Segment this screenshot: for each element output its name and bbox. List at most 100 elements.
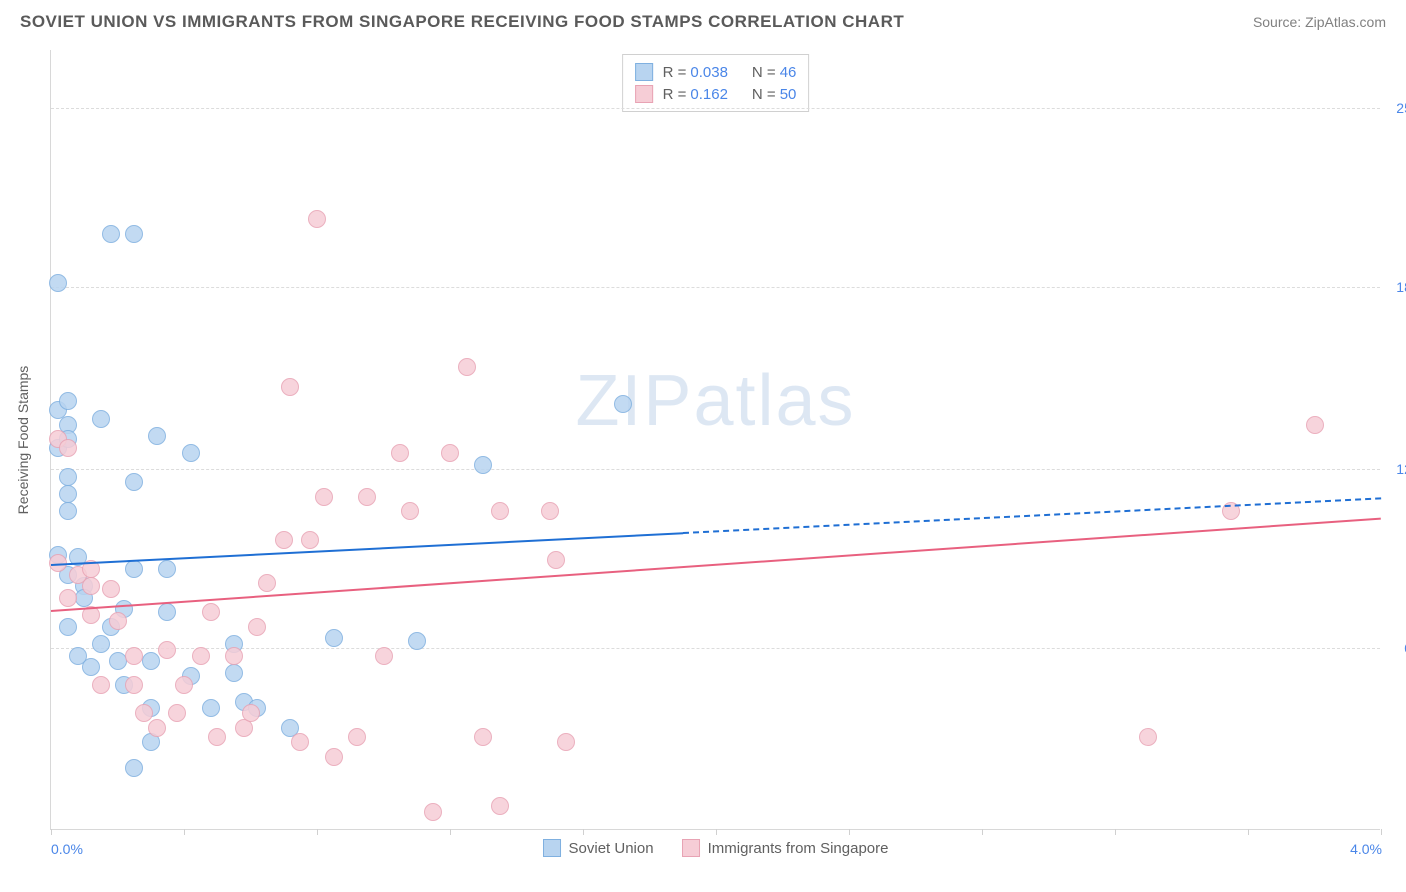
data-point (59, 589, 77, 607)
data-point (248, 618, 266, 636)
data-point (202, 603, 220, 621)
data-point (1139, 728, 1157, 746)
data-point (125, 473, 143, 491)
gridline (51, 108, 1380, 109)
data-point (102, 225, 120, 243)
data-point (614, 395, 632, 413)
data-point (491, 502, 509, 520)
data-point (225, 647, 243, 665)
x-tick (1381, 829, 1382, 835)
gridline (51, 469, 1380, 470)
x-tick (450, 829, 451, 835)
data-point (375, 647, 393, 665)
legend-series-label: Immigrants from Singapore (708, 840, 889, 857)
x-tick (716, 829, 717, 835)
scatter-plot: Receiving Food Stamps ZIPatlas R =0.038N… (50, 50, 1380, 830)
legend-r-label: R =0.162 (663, 86, 728, 103)
data-point (308, 210, 326, 228)
data-point (92, 410, 110, 428)
data-point (59, 485, 77, 503)
data-point (301, 531, 319, 549)
data-point (135, 704, 153, 722)
data-point (401, 502, 419, 520)
trend-line (51, 532, 683, 566)
legend-stat-row: R =0.038 N =46 (635, 61, 797, 83)
x-axis-max-label: 4.0% (1350, 841, 1382, 857)
x-tick (1115, 829, 1116, 835)
x-tick (51, 829, 52, 835)
data-point (391, 444, 409, 462)
data-point (491, 797, 509, 815)
watermark-thin: atlas (693, 361, 855, 441)
legend-series-label: Soviet Union (569, 840, 654, 857)
data-point (557, 733, 575, 751)
data-point (192, 647, 210, 665)
gridline (51, 287, 1380, 288)
data-point (275, 531, 293, 549)
data-point (202, 699, 220, 717)
legend-n-value: 46 (776, 64, 797, 81)
data-point (291, 733, 309, 751)
data-point (92, 635, 110, 653)
data-point (441, 444, 459, 462)
header: SOVIET UNION VS IMMIGRANTS FROM SINGAPOR… (0, 0, 1406, 40)
data-point (59, 439, 77, 457)
data-point (424, 803, 442, 821)
data-point (547, 551, 565, 569)
data-point (325, 748, 343, 766)
data-point (148, 719, 166, 737)
source-label: Source: ZipAtlas.com (1253, 14, 1386, 30)
data-point (158, 603, 176, 621)
data-point (49, 274, 67, 292)
legend-r-value: 0.162 (686, 86, 728, 103)
legend-series-item: Soviet Union (543, 839, 654, 857)
data-point (175, 676, 193, 694)
data-point (242, 704, 260, 722)
legend-swatch (635, 63, 653, 81)
data-point (208, 728, 226, 746)
data-point (102, 580, 120, 598)
x-tick (982, 829, 983, 835)
data-point (225, 664, 243, 682)
data-point (315, 488, 333, 506)
data-point (109, 652, 127, 670)
data-point (458, 358, 476, 376)
legend-n-label: N =50 (752, 86, 796, 103)
data-point (325, 629, 343, 647)
legend-swatch (635, 85, 653, 103)
x-axis-min-label: 0.0% (51, 841, 83, 857)
x-tick (317, 829, 318, 835)
x-tick (583, 829, 584, 835)
legend-swatch (682, 839, 700, 857)
data-point (148, 427, 166, 445)
data-point (82, 577, 100, 595)
legend-stat-row: R =0.162 N =50 (635, 83, 797, 105)
data-point (125, 560, 143, 578)
data-point (474, 456, 492, 474)
data-point (59, 392, 77, 410)
x-tick (849, 829, 850, 835)
y-tick-label: 12.5% (1396, 461, 1406, 477)
legend-series: Soviet Union Immigrants from Singapore (543, 839, 889, 857)
legend-n-label: N =46 (752, 64, 796, 81)
data-point (158, 641, 176, 659)
data-point (69, 647, 87, 665)
data-point (182, 444, 200, 462)
watermark-bold: ZIP (575, 361, 693, 441)
data-point (125, 225, 143, 243)
x-tick (184, 829, 185, 835)
legend-stats: R =0.038 N =46 R =0.162 N =50 (622, 54, 810, 112)
data-point (474, 728, 492, 746)
trend-line (683, 498, 1381, 535)
legend-r-label: R =0.038 (663, 64, 728, 81)
data-point (59, 502, 77, 520)
gridline (51, 648, 1380, 649)
chart-title: SOVIET UNION VS IMMIGRANTS FROM SINGAPOR… (20, 12, 904, 32)
data-point (258, 574, 276, 592)
data-point (168, 704, 186, 722)
data-point (109, 612, 127, 630)
y-tick-label: 18.8% (1396, 279, 1406, 295)
data-point (358, 488, 376, 506)
legend-swatch (543, 839, 561, 857)
data-point (541, 502, 559, 520)
